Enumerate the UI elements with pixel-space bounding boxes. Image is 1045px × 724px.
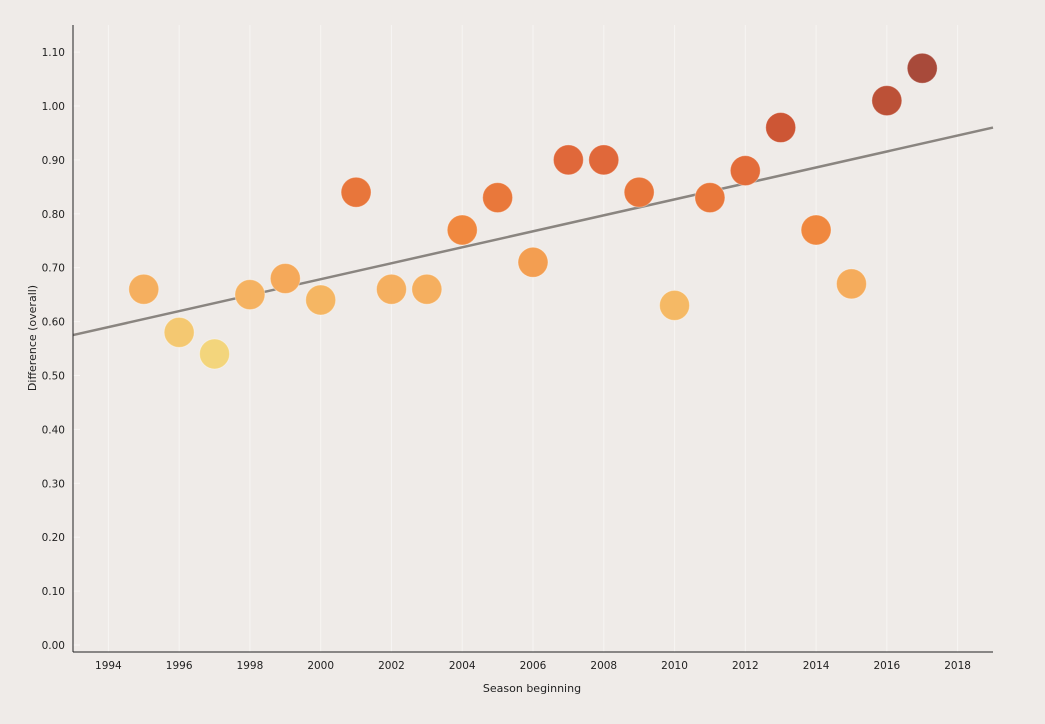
y-tick-label: 0.70 (42, 263, 65, 275)
x-tick-label: 2016 (873, 660, 900, 672)
y-tick-label: 0.20 (42, 532, 65, 544)
x-tick-label: 2018 (944, 660, 971, 672)
y-tick-label: 0.50 (42, 371, 65, 383)
x-tick-label: 1998 (237, 660, 264, 672)
data-point (482, 182, 514, 214)
data-point (128, 273, 160, 305)
data-point (729, 155, 761, 187)
x-tick-label: 2006 (520, 660, 547, 672)
y-tick-label: 0.30 (42, 478, 65, 490)
y-tick-label: 0.60 (42, 317, 65, 329)
data-point (623, 176, 655, 208)
x-tick-label: 2004 (449, 660, 476, 672)
data-point (694, 182, 726, 214)
y-tick-label: 0.90 (42, 155, 65, 167)
x-tick-label: 2008 (590, 660, 617, 672)
y-tick-label: 0.40 (42, 424, 65, 436)
y-axis-label: Difference (overall) (26, 285, 39, 391)
data-point (411, 273, 443, 305)
data-point (234, 279, 266, 311)
data-point (835, 268, 867, 300)
data-point (517, 246, 549, 278)
y-tick-label: 1.00 (42, 101, 65, 113)
data-point (552, 144, 584, 176)
x-tick-label: 2014 (803, 660, 830, 672)
x-axis-label: Season beginning (483, 682, 581, 695)
data-point (163, 316, 195, 348)
x-tick-label: 1994 (95, 660, 122, 672)
data-point (446, 214, 478, 246)
x-tick-label: 2010 (661, 660, 688, 672)
x-tick-label: 2002 (378, 660, 405, 672)
data-point (588, 144, 620, 176)
x-tick-label: 2012 (732, 660, 759, 672)
data-point (340, 176, 372, 208)
trend-line (72, 126, 994, 337)
x-tick-label: 2000 (307, 660, 334, 672)
data-point (199, 338, 231, 370)
y-tick-label: 1.10 (42, 47, 65, 59)
data-point (871, 85, 903, 117)
data-point (305, 284, 337, 316)
y-tick-label: 0.10 (42, 586, 65, 598)
data-point (269, 262, 301, 294)
data-point (659, 289, 691, 321)
data-point (800, 214, 832, 246)
data-point (375, 273, 407, 305)
data-point (765, 112, 797, 144)
x-tick-label: 1996 (166, 660, 193, 672)
data-point (906, 52, 938, 84)
y-tick-label: 0.80 (42, 209, 65, 221)
y-tick-label: 0.00 (42, 640, 65, 652)
